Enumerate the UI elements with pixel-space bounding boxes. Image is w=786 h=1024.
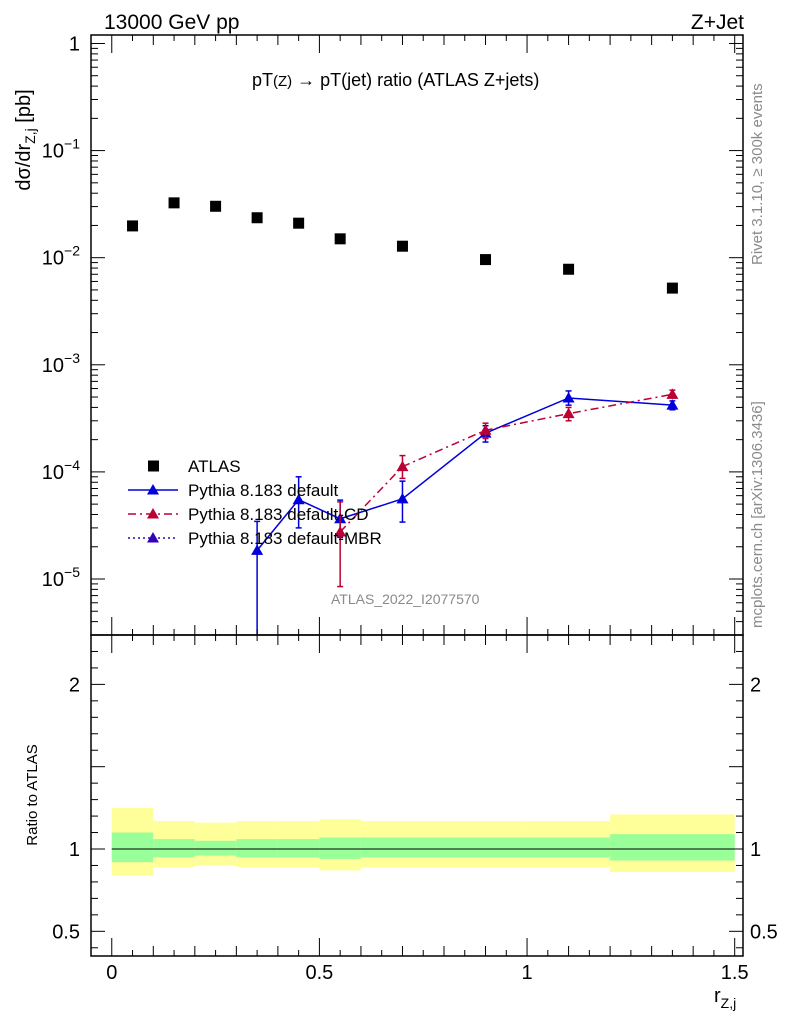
x-axis-title: rZ,j <box>714 985 736 1011</box>
data-point-atlas <box>127 220 139 232</box>
main-y-tick-label: 10−4 <box>42 457 80 484</box>
ratio-y-tick-label-left: 0.5 <box>52 921 80 943</box>
main-y-tick-label: 1 <box>69 33 80 55</box>
ratio-band-inner <box>610 834 735 861</box>
header-right: Z+Jet <box>691 11 744 34</box>
x-tick-label: 1 <box>521 962 532 984</box>
ratio-y-axis-title: Ratio to ATLAS <box>24 744 41 845</box>
data-point-atlas <box>251 212 263 224</box>
data-point-pythia-8-183-default-cd <box>562 407 575 419</box>
ratio-y-tick-labels: 2 2 1 1 0.5 0.5 <box>52 674 778 943</box>
ratio-bands <box>111 807 735 876</box>
title-part-pt: pT <box>252 70 273 90</box>
main-y-tick-base: 1 <box>69 33 80 55</box>
x-ticks <box>90 35 736 956</box>
x-tick-label: 1.5 <box>721 962 749 984</box>
legend-label-pythia-8-183-default-cd: Pythia 8.183 default-CD <box>188 505 369 524</box>
main-y-tick-base: 10 <box>42 462 64 484</box>
ratio-frame <box>90 634 744 957</box>
main-y-tick-exp: −4 <box>64 457 80 473</box>
main-y-tick-labels: 110−110−210−310−410−5 <box>42 33 80 591</box>
data-point-atlas <box>334 233 346 245</box>
main-y-tick-exp: −5 <box>64 564 80 580</box>
xlabel-part-b: Z,j <box>721 995 737 1011</box>
legend-marker-atlas <box>148 460 159 472</box>
ratio-y-tick-label-right: 0.5 <box>750 921 778 943</box>
main-y-tick-base: 10 <box>42 248 64 270</box>
data-point-pythia-8-183-default <box>292 493 305 505</box>
main-data <box>127 197 679 635</box>
legend-label-pythia-8-183-default-mbr: Pythia 8.183 default-MBR <box>188 529 382 548</box>
data-point-pythia-8-183-default <box>666 399 679 410</box>
legend: ATLAS Pythia 8.183 default Pythia 8.183 de… <box>128 457 382 548</box>
data-point-pythia-8-183-default <box>562 391 575 403</box>
title-part-rest: → pT(jet) ratio (ATLAS Z+jets) <box>292 70 539 90</box>
xlabel-part-a: r <box>714 985 721 1007</box>
main-y-tick-base: 10 <box>42 141 64 163</box>
ratio-panel: 2 2 1 1 0.5 0.5 <box>52 634 778 957</box>
legend-marker-pythia-8-183-default <box>147 484 159 495</box>
legend-marker-pythia-8-183-default-mbr <box>147 532 159 543</box>
series-line-pythia-8-183-default <box>256 397 673 551</box>
ratio-band-inner <box>194 840 237 856</box>
series-line-pythia-8-183-default-cd <box>339 393 673 533</box>
main-y-tick-label: 10−5 <box>42 564 80 591</box>
data-point-pythia-8-183-default-cd <box>396 460 409 472</box>
ratio-band-inner <box>319 837 361 859</box>
title-part-z: (Z) <box>273 73 292 90</box>
x-tick-labels: 0 0.5 1 1.5 <box>106 962 748 984</box>
ratio-band-inner <box>153 839 195 858</box>
ylabel-main-part-b: Z,j <box>22 128 38 144</box>
main-y-tick-exp: −3 <box>64 350 80 366</box>
data-point-pythia-8-183-default-cd <box>334 525 347 537</box>
ratio-band-inner <box>277 839 320 858</box>
ratio-y-tick-label-right: 1 <box>750 839 761 861</box>
data-point-atlas <box>480 254 492 266</box>
data-point-atlas <box>666 282 678 294</box>
main-y-tick-label: 10−2 <box>42 243 80 270</box>
data-point-pythia-8-183-default-cd <box>666 388 679 399</box>
x-tick-label: 0.5 <box>306 962 334 984</box>
data-point-pythia-8-183-default-cd <box>479 424 492 435</box>
side-label-bottom: mcplots.cern.ch [arXiv:1306.3436] <box>749 401 766 628</box>
ratio-band-inner <box>527 837 611 858</box>
ratio-band-inner <box>443 837 528 858</box>
main-panel: 110−110−210−310−410−5 <box>42 33 744 636</box>
main-y-axis-title: dσ/drZ,j [pb] <box>13 89 38 190</box>
main-y-tick-label: 10−1 <box>42 136 80 163</box>
ratio-y-ticks <box>91 650 743 949</box>
legend-label-atlas: ATLAS <box>188 457 241 476</box>
data-point-atlas <box>563 263 575 275</box>
main-y-ticks <box>91 42 743 636</box>
x-tick-label: 0 <box>106 962 117 984</box>
data-point-atlas <box>210 200 222 212</box>
plot-title: pT(Z) → pT(jet) ratio (ATLAS Z+jets) <box>252 70 539 90</box>
legend-marker-pythia-8-183-default-cd <box>147 508 159 519</box>
ratio-band-inner <box>236 839 278 858</box>
ylabel-main-part-c: [pb] <box>13 89 35 128</box>
ratio-band-inner <box>360 837 444 858</box>
data-point-atlas <box>293 217 305 229</box>
data-point-atlas <box>168 197 180 209</box>
data-point-atlas <box>396 240 408 252</box>
ratio-y-tick-label-left: 1 <box>69 839 80 861</box>
header-left: 13000 GeV pp <box>104 11 239 34</box>
main-y-tick-label: 10−3 <box>42 350 80 377</box>
ratio-band-inner <box>111 832 154 863</box>
data-point-pythia-8-183-default <box>251 544 264 555</box>
main-y-tick-base: 10 <box>42 569 64 591</box>
legend-label-pythia-8-183-default: Pythia 8.183 default <box>188 481 339 500</box>
main-y-tick-base: 10 <box>42 355 64 377</box>
data-point-pythia-8-183-default <box>396 492 409 504</box>
analysis-label: ATLAS_2022_I2077570 <box>331 591 480 607</box>
ylabel-main-part-a: dσ/dr <box>13 144 35 191</box>
main-y-tick-exp: −2 <box>64 243 80 259</box>
side-label-top: Rivet 3.1.10, ≥ 300k events <box>749 83 766 265</box>
ratio-y-tick-label-left: 2 <box>69 674 80 696</box>
ratio-y-tick-label-right: 2 <box>750 674 761 696</box>
main-y-tick-exp: −1 <box>64 136 80 152</box>
